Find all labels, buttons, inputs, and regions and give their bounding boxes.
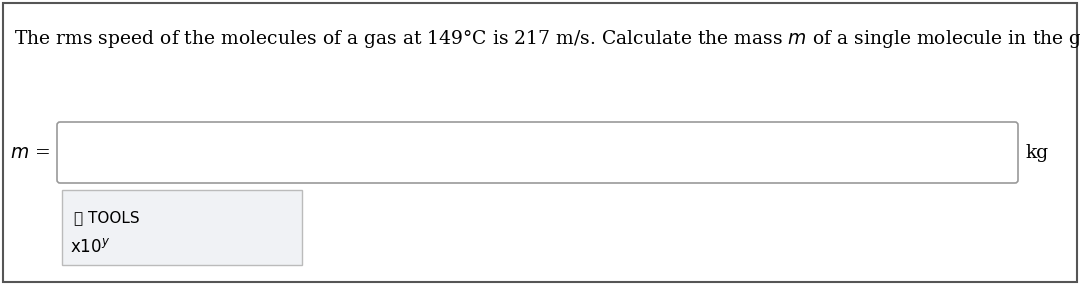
Text: $m$ =: $m$ =: [10, 144, 50, 162]
FancyBboxPatch shape: [62, 190, 302, 265]
Text: x10$^y$: x10$^y$: [70, 238, 110, 256]
FancyBboxPatch shape: [57, 122, 1018, 183]
Text: The rms speed of the molecules of a gas at 149$\degree$C is 217 m/s. Calculate t: The rms speed of the molecules of a gas …: [14, 28, 1080, 50]
Text: kg: kg: [1025, 144, 1048, 162]
FancyBboxPatch shape: [3, 3, 1077, 282]
Text: 🔧 TOOLS: 🔧 TOOLS: [75, 210, 139, 225]
